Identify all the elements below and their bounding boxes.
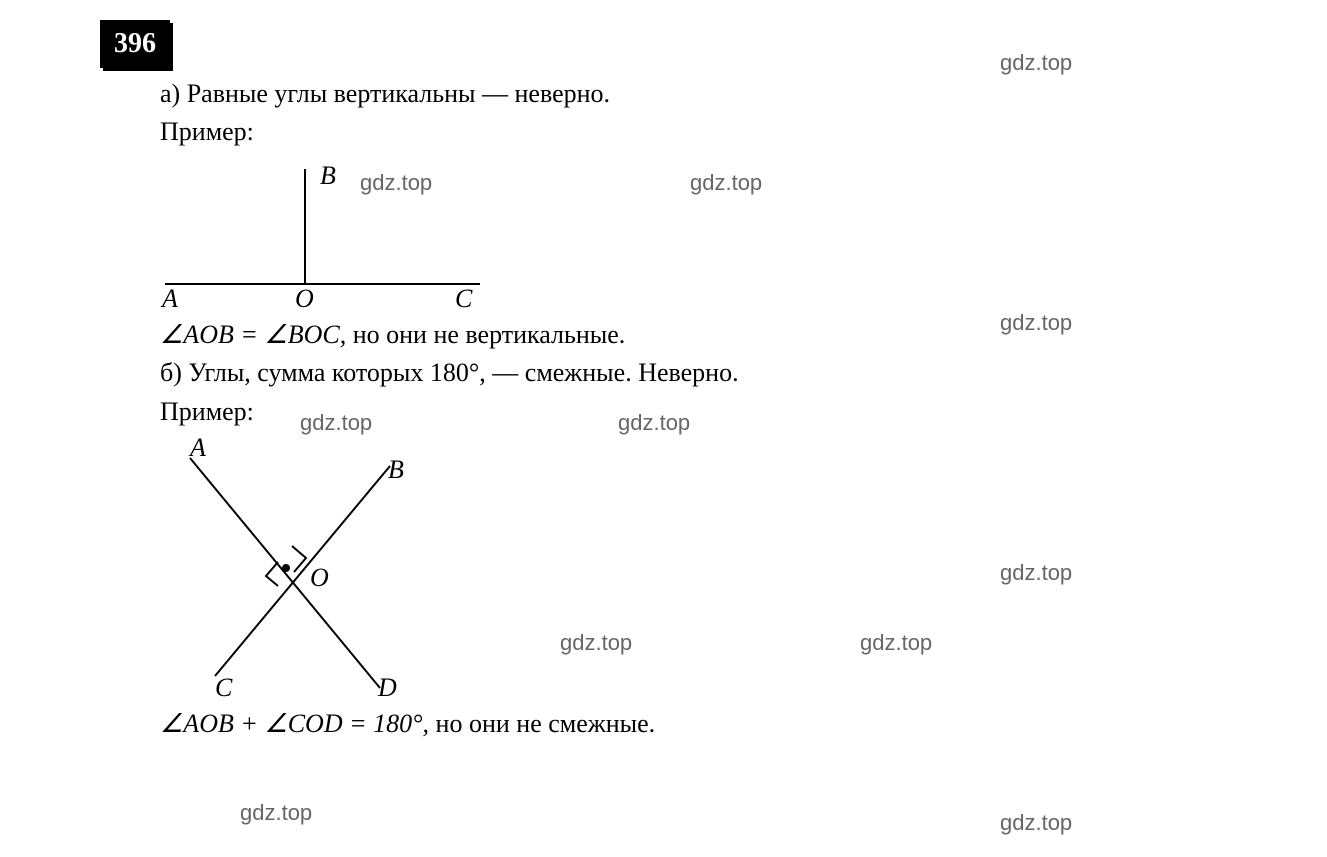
watermark: gdz.top (300, 410, 372, 436)
part-a-statement: а) Равные углы вертикальны — неверно. (160, 76, 1227, 112)
svg-text:A: A (160, 284, 178, 309)
watermark: gdz.top (1000, 810, 1072, 836)
watermark: gdz.top (1000, 560, 1072, 586)
watermark: gdz.top (690, 170, 762, 196)
watermark: gdz.top (1000, 310, 1072, 336)
watermark: gdz.top (860, 630, 932, 656)
conclusion-a-text: но они не вертикальные. (346, 320, 625, 349)
part-b-conclusion: ∠AOB + ∠COD = 180°, но они не смежные. (160, 706, 1227, 742)
watermark: gdz.top (618, 410, 690, 436)
watermark: gdz.top (1000, 50, 1072, 76)
problem-number: 396 (100, 20, 170, 68)
svg-text:B: B (388, 455, 404, 484)
watermark: gdz.top (240, 800, 312, 826)
svg-text:D: D (377, 673, 397, 698)
angle-expr-b: ∠AOB + ∠COD = 180°, (160, 709, 429, 738)
watermark: gdz.top (360, 170, 432, 196)
part-a-example-label: Пример: (160, 114, 1227, 150)
svg-text:B: B (320, 161, 336, 190)
svg-text:O: O (295, 284, 314, 309)
svg-text:A: A (188, 438, 206, 462)
svg-text:C: C (455, 284, 473, 309)
watermark: gdz.top (560, 630, 632, 656)
angle-expr-a: ∠AOB = ∠BOC, (160, 320, 346, 349)
part-b-statement: б) Углы, сумма которых 180°, — смежные. … (160, 355, 1227, 391)
conclusion-b-text: но они не смежные. (429, 709, 655, 738)
svg-text:O: O (310, 563, 329, 592)
svg-text:C: C (215, 673, 233, 698)
